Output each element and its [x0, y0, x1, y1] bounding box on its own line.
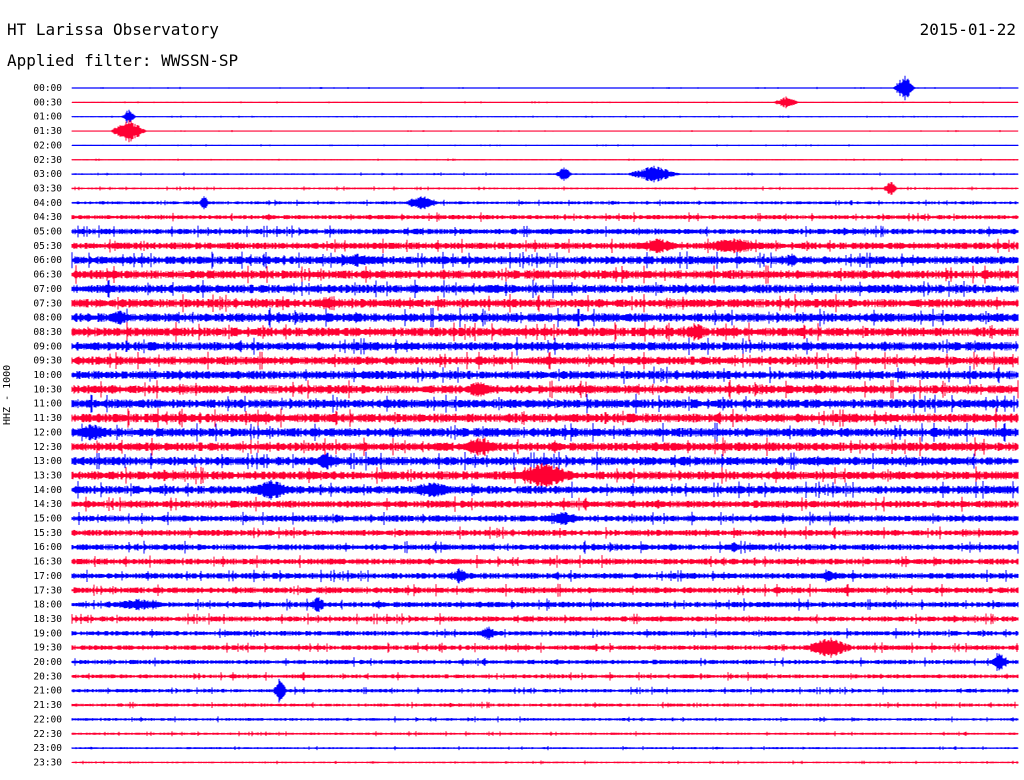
row-label: 10:00 [33, 370, 62, 381]
row-label: 17:30 [33, 585, 62, 596]
row-label: 20:30 [33, 671, 62, 682]
row-label: 07:00 [33, 284, 62, 295]
row-label: 13:30 [33, 470, 62, 481]
row-label: 14:00 [33, 485, 62, 496]
row-label: 16:30 [33, 557, 62, 568]
row-label: 18:00 [33, 600, 62, 611]
row-label: 08:00 [33, 313, 62, 324]
row-label: 14:30 [33, 499, 62, 510]
row-label: 04:30 [33, 212, 62, 223]
row-label: 06:30 [33, 270, 62, 281]
row-label: 11:30 [33, 413, 62, 424]
date-label: 2015-01-22 [919, 20, 1016, 39]
row-label: 21:30 [33, 700, 62, 711]
row-label: 11:00 [33, 399, 62, 410]
row-label: 00:00 [33, 83, 62, 94]
row-label: 12:00 [33, 427, 62, 438]
row-label: 05:30 [33, 241, 62, 252]
row-label: 01:30 [33, 126, 62, 137]
row-label: 15:00 [33, 514, 62, 525]
row-label: 22:00 [33, 714, 62, 725]
row-label: 18:30 [33, 614, 62, 625]
row-label: 01:00 [33, 112, 62, 123]
row-label: 06:00 [33, 255, 62, 266]
row-label: 03:00 [33, 169, 62, 180]
row-label: 12:30 [33, 442, 62, 453]
row-label: 00:30 [33, 97, 62, 108]
row-label: 09:30 [33, 356, 62, 367]
row-label: 23:30 [33, 757, 62, 768]
row-label: 07:30 [33, 298, 62, 309]
row-label: 04:00 [33, 198, 62, 209]
row-label: 17:00 [33, 571, 62, 582]
row-label: 08:30 [33, 327, 62, 338]
row-label: 21:00 [33, 686, 62, 697]
row-label: 13:00 [33, 456, 62, 467]
row-label: 02:00 [33, 140, 62, 151]
row-label: 20:00 [33, 657, 62, 668]
row-label: 19:30 [33, 643, 62, 654]
row-label: 22:30 [33, 729, 62, 740]
row-label: 15:30 [33, 528, 62, 539]
filter-label: Applied filter: WWSSN-SP [7, 51, 239, 70]
station-title: HT Larissa Observatory [7, 20, 219, 39]
row-label: 09:00 [33, 341, 62, 352]
row-label: 16:00 [33, 542, 62, 553]
row-label: 10:30 [33, 384, 62, 395]
row-label: 05:00 [33, 227, 62, 238]
row-label: 19:00 [33, 628, 62, 639]
row-label: 03:30 [33, 183, 62, 194]
row-label: 02:30 [33, 155, 62, 166]
row-label: 23:00 [33, 743, 62, 754]
